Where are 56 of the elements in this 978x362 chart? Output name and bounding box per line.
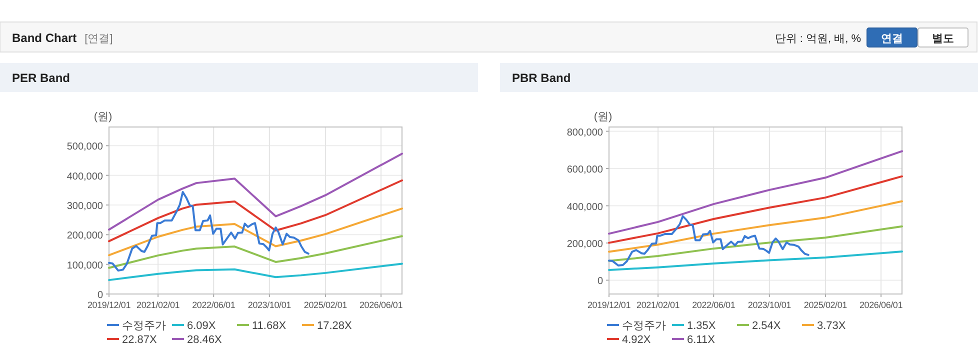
x-tick-label: 2019/12/01 — [87, 300, 131, 310]
text: 별도 — [932, 33, 954, 45]
line-series — [608, 225, 903, 262]
x-tick-label: 2021/02/01 — [636, 300, 680, 310]
y-tick-label: 200,000 — [66, 230, 104, 242]
x-tick-label: 2022/06/01 — [692, 300, 736, 310]
x-tick-label: 2021/02/01 — [136, 300, 180, 310]
y-axis-title: (원) — [94, 111, 112, 123]
chart-title: PBR Band — [512, 71, 571, 85]
text: 단위 : 억원, 배, % — [774, 33, 862, 45]
y-tick-label: 0 — [97, 290, 104, 301]
y-tick-label: 600,000 — [566, 164, 604, 176]
text: [연결] — [84, 33, 113, 45]
legend-label: 3.73X — [817, 320, 846, 332]
line-series — [108, 152, 403, 231]
legend-label: 수정주가 — [622, 320, 666, 332]
x-tick-label: 2023/10/01 — [248, 300, 292, 310]
legend-label: 17.28X — [317, 320, 353, 332]
legend-label: 22.87X — [122, 334, 158, 346]
line-series — [608, 215, 810, 267]
legend-label: 28.46X — [187, 334, 223, 346]
legend-label: 2.54X — [752, 320, 782, 332]
x-tick-label: 2026/06/01 — [860, 300, 903, 310]
x-tick-label: 2026/06/01 — [360, 300, 403, 310]
line-series — [108, 208, 403, 256]
x-tick-label: 2022/06/01 — [192, 300, 236, 310]
x-tick-label: 2019/12/01 — [587, 300, 631, 310]
line-series — [108, 262, 403, 282]
legend-label: 1.35X — [687, 320, 716, 332]
legend-label: 4.92X — [622, 334, 652, 346]
chart-title: PER Band — [12, 71, 70, 85]
legend-label: 6.09X — [187, 320, 216, 332]
line-series — [608, 150, 903, 235]
legend-label: 11.68X — [252, 320, 287, 332]
x-tick-label: 2025/02/01 — [804, 300, 848, 310]
legend-label: 수정주가 — [122, 320, 166, 332]
line-series — [608, 175, 903, 244]
y-tick-label: 200,000 — [566, 238, 604, 250]
y-axis-title: (원) — [594, 111, 612, 123]
y-tick-label: 800,000 — [566, 127, 604, 138]
text: Band Chart — [12, 31, 77, 45]
y-tick-label: 300,000 — [66, 201, 104, 212]
line-series — [108, 179, 403, 242]
x-tick-label: 2025/02/01 — [304, 300, 348, 310]
x-tick-label: 2023/10/01 — [748, 300, 792, 310]
y-tick-label: 400,000 — [66, 171, 104, 182]
y-tick-label: 100,000 — [66, 260, 104, 272]
legend-label: 6.11X — [687, 334, 716, 346]
y-tick-label: 500,000 — [66, 142, 104, 153]
y-tick-label: 400,000 — [566, 202, 604, 213]
line-series — [608, 250, 903, 271]
line-series — [108, 235, 403, 269]
y-tick-label: 0 — [597, 276, 604, 288]
text: 연결 — [881, 33, 903, 45]
line-series — [608, 200, 903, 253]
line-series — [108, 190, 310, 272]
